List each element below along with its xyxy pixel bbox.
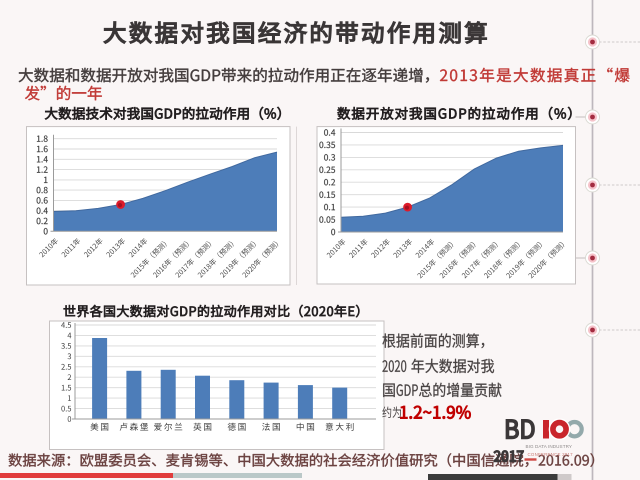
- svg-text:BIG DATA INDUSTRY: BIG DATA INDUSTRY: [526, 444, 573, 449]
- svg-text:CONFERENCE 2017: CONFERENCE 2017: [528, 452, 574, 457]
